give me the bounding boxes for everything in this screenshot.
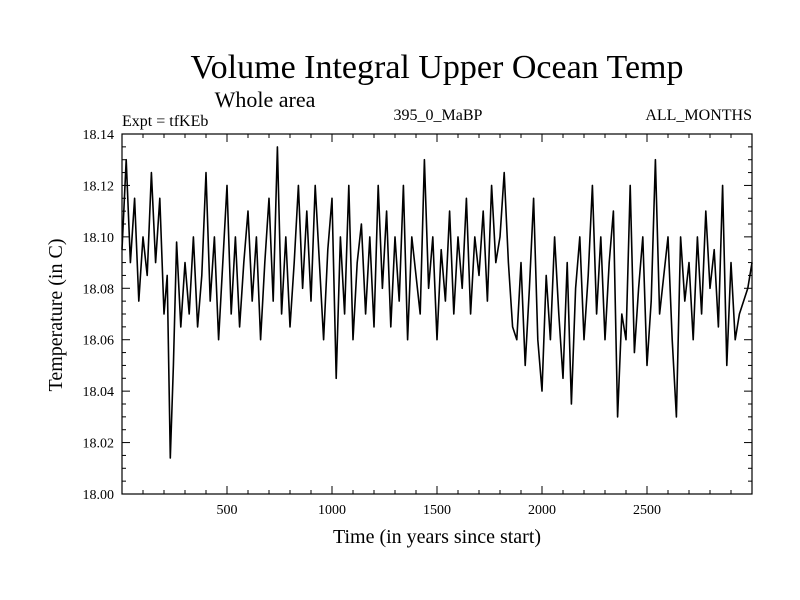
months-label: ALL_MONTHS: [645, 107, 752, 124]
x-tick-label: 2500: [633, 503, 661, 518]
x-tick-label: 1500: [423, 503, 451, 518]
x-tick-label: 500: [217, 503, 238, 518]
x-tick-label: 2000: [528, 503, 556, 518]
y-tick-label: 18.12: [83, 179, 115, 194]
plot-area: 500 1000 1500 2000 2500 18.00 18.02 18.04 18.06 1…: [83, 128, 753, 518]
y-tick-label: 18.02: [83, 437, 115, 452]
y-tick-label: 18.10: [83, 231, 115, 246]
y-axis-label: Temperature (in C): [45, 239, 67, 392]
chart-title: Volume Integral Upper Ocean Temp: [191, 49, 684, 86]
chart-subtitle: Whole area: [215, 87, 316, 112]
x-tick-label: 1000: [318, 503, 346, 518]
x-axis-label: Time (in years since start): [333, 526, 541, 548]
expt-label: Expt = tfKEb: [122, 113, 208, 130]
period-label: 395_0_MaBP: [394, 107, 483, 124]
y-tick-label: 18.08: [83, 282, 115, 297]
temperature-series-line: [121, 146, 753, 459]
y-tick-label: 18.14: [83, 128, 115, 143]
y-tick-label: 18.06: [83, 334, 115, 349]
y-tick-label: 18.00: [83, 488, 115, 503]
plot-frame: [121, 133, 753, 495]
y-tick-label: 18.04: [83, 385, 115, 400]
